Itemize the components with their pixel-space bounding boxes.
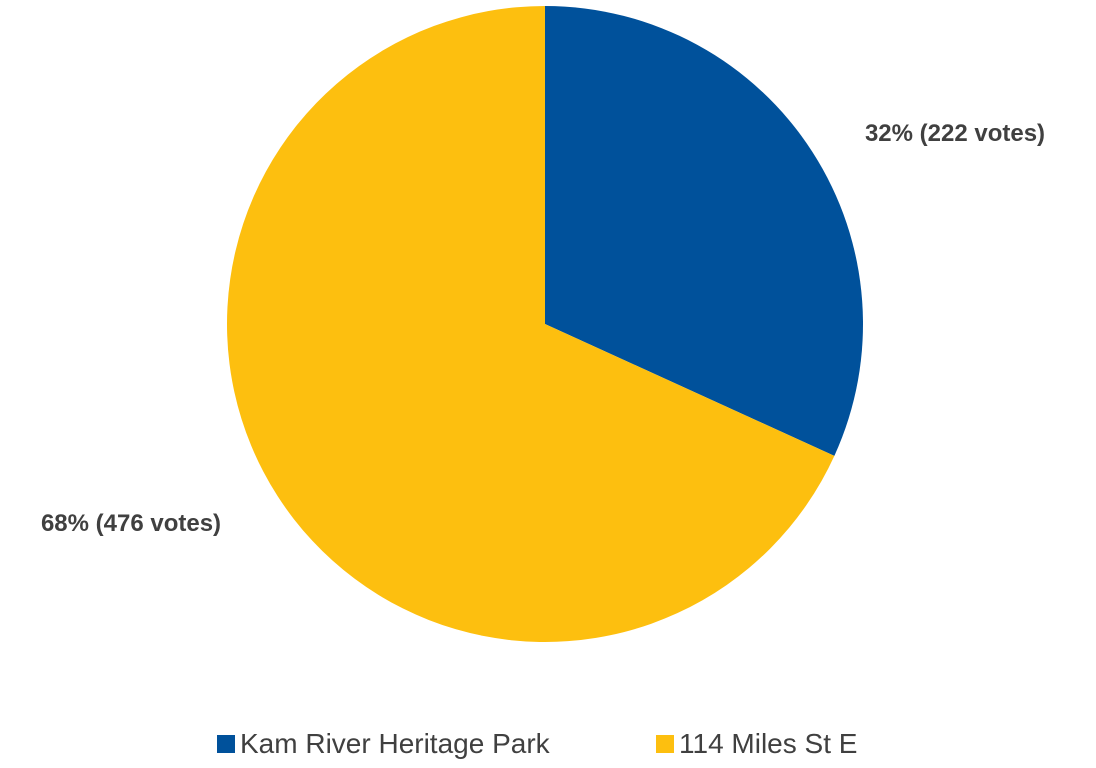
legend-label: 114 Miles St E: [679, 728, 858, 759]
legend-swatch: [656, 735, 674, 753]
pie-slice-1: [227, 6, 835, 643]
data-label-0: 32% (222 votes): [865, 120, 1045, 147]
pie-plot-area: 32% (222 votes) 68% (476 votes): [41, 6, 1045, 643]
pie-slice-0: [545, 6, 864, 456]
legend-swatch: [217, 735, 235, 753]
data-label-1: 68% (476 votes): [41, 510, 221, 537]
pie-slices: [227, 6, 864, 643]
legend-label: Kam River Heritage Park: [240, 728, 550, 759]
legend-item-kam-river-heritage-park: Kam River Heritage Park: [217, 728, 550, 760]
chart-legend: Kam River Heritage Park 114 Miles St E: [0, 728, 1096, 768]
legend-item-114-miles-st-e: 114 Miles St E: [656, 728, 857, 760]
pie-data-labels: 32% (222 votes) 68% (476 votes): [41, 120, 1045, 537]
